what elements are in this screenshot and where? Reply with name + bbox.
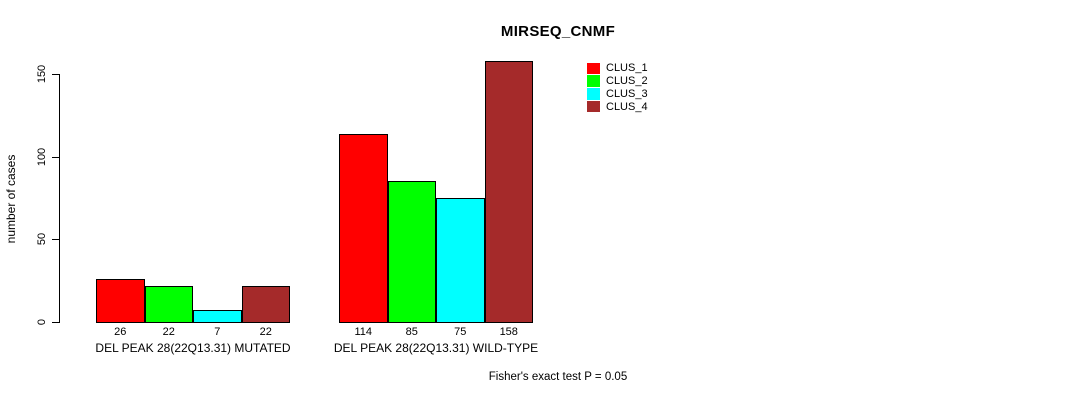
legend-swatch [587,75,600,87]
bar-value-label: 22 [259,326,272,338]
bar-value-label: 22 [162,326,175,338]
bar-value-label: 7 [214,326,221,338]
bar-clus_3-wild-type [436,198,485,323]
y-tick [52,239,59,240]
legend-item-clus_3: CLUS_3 [587,88,648,101]
legend-label: CLUS_2 [606,75,648,88]
legend-item-clus_2: CLUS_2 [587,75,648,88]
annotation-text: Fisher's exact test P = 0.05 [488,371,628,383]
bar-value-label: 114 [354,326,373,338]
legend-item-clus_1: CLUS_1 [587,62,648,75]
y-tick-label: 0 [36,318,48,326]
y-tick [52,322,59,323]
legend-label: CLUS_4 [606,100,648,113]
legend-swatch [587,88,600,100]
bar-value-label: 26 [114,326,127,338]
legend-label: CLUS_1 [606,62,648,75]
legend-label: CLUS_3 [606,87,648,100]
y-tick-label: 50 [36,232,48,246]
bar-clus_2-mutated [144,286,193,323]
bar-value-label: 158 [499,326,518,338]
y-tick-label: 150 [36,64,48,84]
y-tick [52,157,59,158]
x-axis-group-label: DEL PEAK 28(22Q13.31) WILD-TYPE [333,341,539,355]
bar-clus_2-wild-type [387,181,436,323]
bar-value-label: 75 [454,326,467,338]
x-axis-group-label: DEL PEAK 28(22Q13.31) MUTATED [95,341,291,355]
bar-clus_4-mutated [241,286,290,323]
bar-clus_1-mutated [96,279,145,323]
legend-item-clus_4: CLUS_4 [587,100,648,113]
chart-title: MIRSEQ_CNMF [500,23,616,40]
legend-swatch [587,62,600,75]
legend: CLUS_1 CLUS_2 CLUS_3 CLUS_4 [587,62,648,113]
bar-clus_3-mutated [193,310,242,323]
bar-value-label: 85 [405,326,418,338]
y-axis-label: number of cases [4,154,18,244]
bar-clus_1-wild-type [339,134,388,323]
y-tick-label: 100 [36,147,48,167]
y-tick [52,74,59,75]
legend-swatch [587,100,600,113]
y-axis-line [59,74,60,323]
bar-clus_4-wild-type [484,61,533,323]
